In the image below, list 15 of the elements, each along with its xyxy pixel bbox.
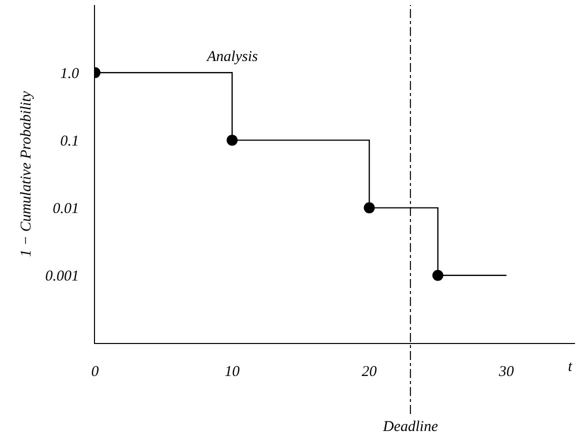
annotation: Analysis: [206, 49, 258, 65]
ref-line-label: Deadline: [382, 419, 438, 435]
y-tick-label: 0.1: [60, 133, 79, 150]
y-tick-label: 0.001: [45, 268, 79, 285]
y-axis-title: 1 − Cumulative Probability: [18, 90, 34, 257]
x-tick-label: 0: [91, 364, 100, 380]
y-tick-label: 0.01: [52, 201, 79, 218]
point: [226, 134, 238, 146]
point: [432, 270, 444, 281]
x-axis-title: t: [568, 359, 573, 375]
x-tick-label: 30: [498, 364, 514, 380]
x-tick-label: 20: [362, 364, 378, 380]
point: [364, 202, 375, 214]
x-tick-label: 10: [224, 364, 240, 380]
y-tick-label: 1.0: [60, 66, 80, 82]
